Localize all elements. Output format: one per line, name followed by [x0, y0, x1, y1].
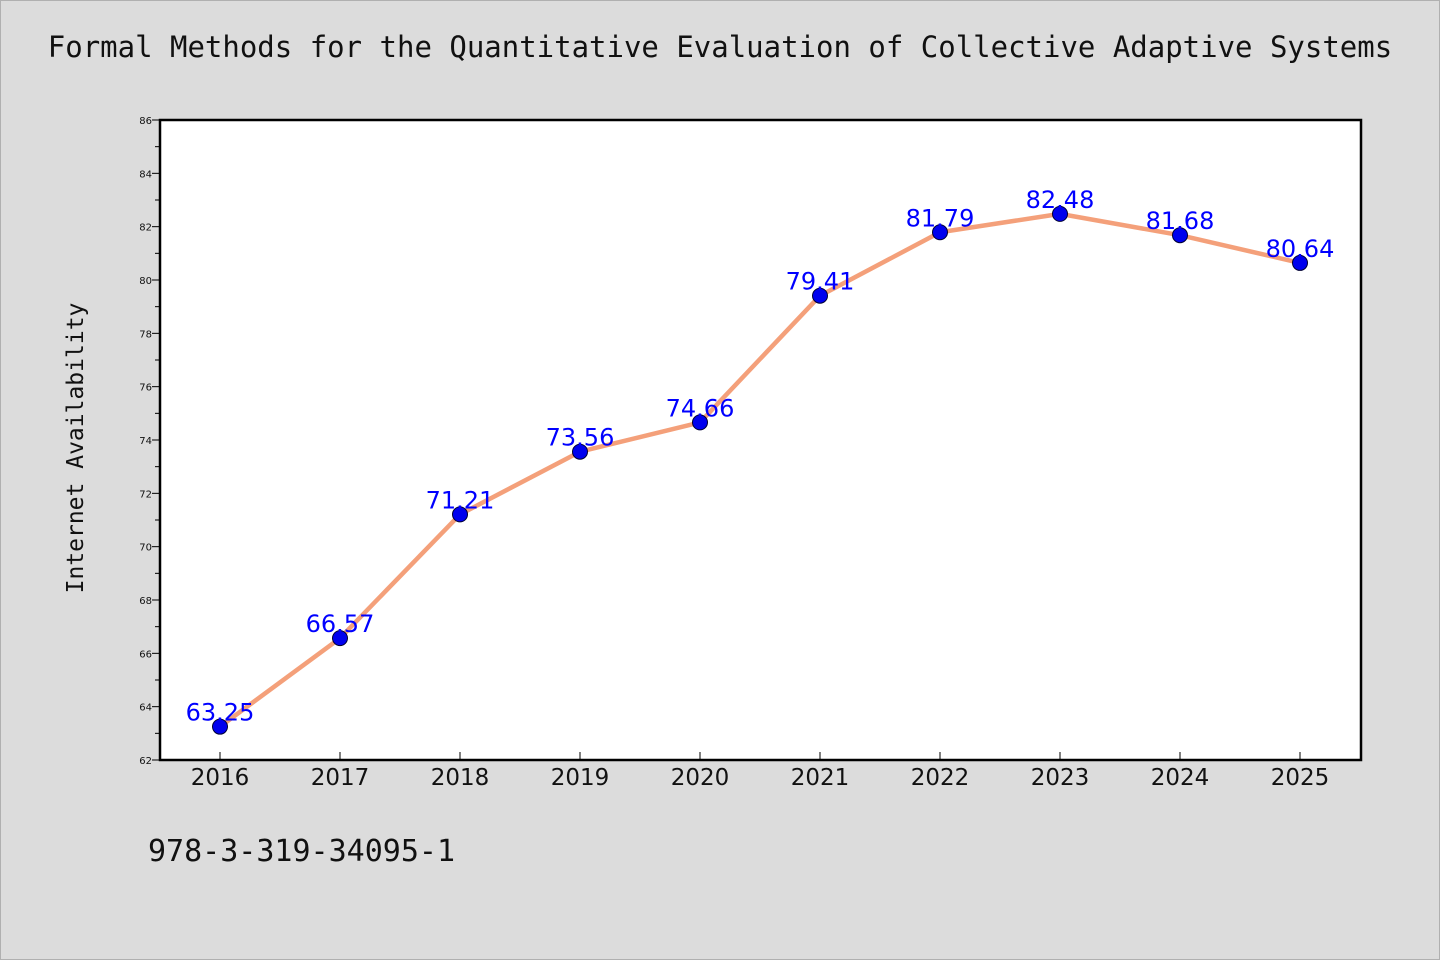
chart-title: Formal Methods for the Quantitative Eval… [47, 30, 1393, 64]
data-label: 63.25 [186, 699, 255, 727]
y-tick-label: 84 [139, 169, 152, 180]
x-tick-label: 2024 [1151, 765, 1210, 791]
y-tick-label: 80 [139, 276, 152, 287]
series-markers [212, 205, 1308, 735]
data-point [332, 630, 348, 647]
y-tick-label: 68 [139, 596, 152, 607]
data-label: 81.68 [1146, 207, 1215, 235]
y-tick-label: 74 [139, 436, 152, 447]
y-tick-label: 72 [139, 489, 152, 500]
y-tick-label: 78 [139, 329, 152, 340]
data-label: 82.48 [1026, 186, 1095, 214]
y-tick-label: 62 [139, 756, 152, 767]
data-point [212, 718, 228, 735]
x-tick-label: 2022 [911, 765, 970, 791]
y-tick-label: 70 [139, 543, 152, 554]
data-point [1172, 227, 1188, 244]
x-tick-label: 2021 [791, 765, 850, 791]
x-tick-label: 2020 [671, 765, 730, 791]
data-point [692, 414, 708, 431]
data-label: 74.66 [666, 394, 735, 422]
data-labels: 63.25 66.57 71.21 73.56 74.66 79.41 81.79 82.48… [186, 186, 1335, 727]
data-label: 73.56 [546, 424, 615, 452]
y-tick-label: 86 [139, 116, 152, 127]
data-point [812, 287, 828, 304]
data-label: 81.79 [906, 204, 975, 232]
data-point [572, 443, 588, 460]
x-tick-label: 2018 [431, 765, 490, 791]
isbn-code: 978-3-319-34095-1 [148, 834, 456, 869]
y-axis: 62 64 66 68 70 72 74 76 78 80 82 84 86 [139, 116, 160, 767]
y-tick-label: 82 [139, 223, 152, 234]
x-tick-label: 2017 [311, 765, 370, 791]
x-tick-label: 2016 [191, 765, 250, 791]
y-tick-label: 76 [139, 383, 152, 394]
x-tick-label: 2019 [551, 765, 610, 791]
data-point [932, 224, 948, 241]
data-label: 80.64 [1266, 235, 1335, 263]
y-tick-label: 64 [139, 703, 152, 714]
x-tick-label: 2023 [1031, 765, 1090, 791]
plot-area [158, 118, 1363, 762]
x-axis: 2016 2017 2018 2019 2020 2021 2022 2023 2024 2025 [191, 752, 1330, 791]
data-point [452, 506, 468, 523]
data-label: 79.41 [786, 268, 855, 296]
data-point [1292, 254, 1308, 271]
data-label: 71.21 [426, 486, 495, 514]
x-tick-label: 2025 [1271, 765, 1330, 791]
series-line [217, 211, 1303, 729]
y-tick-label: 66 [139, 649, 152, 660]
data-point [1052, 205, 1068, 222]
data-label: 66.57 [306, 610, 375, 638]
